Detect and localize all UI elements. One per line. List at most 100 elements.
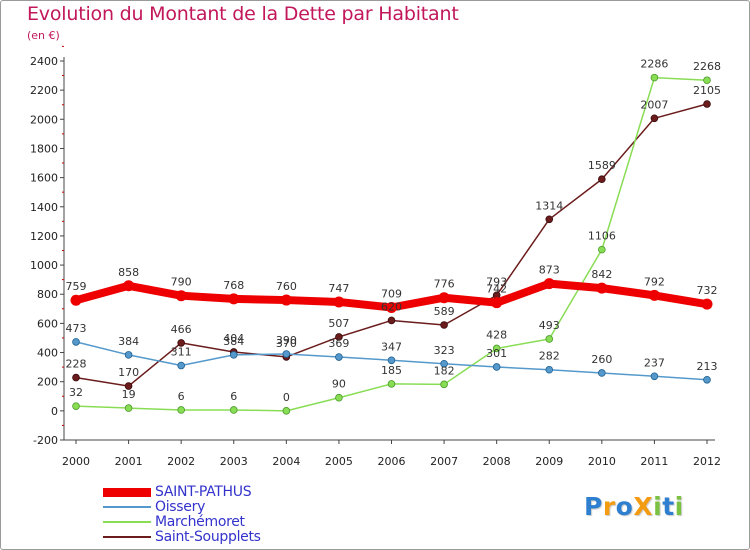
data-label-saint-soupplets: 1314 [535,199,563,212]
data-point-march-moret [282,407,291,415]
x-tick-label: 2012 [693,455,721,468]
y-tick-label: 1800 [30,142,58,155]
y-tick-label: 400 [37,347,58,360]
x-tick-label: 2001 [115,455,143,468]
logo-letter: P [584,492,603,521]
data-label-saint-soupplets: 507 [328,317,349,330]
data-label-oissery: 384 [118,335,139,348]
data-point-saint-pathus [701,298,713,310]
data-point-oissery [545,365,554,374]
y-tick-label: 1000 [30,259,58,272]
data-point-march-moret [492,344,501,353]
data-point-saint-pathus [175,290,187,302]
data-label-saint-pathus: 790 [171,276,192,289]
x-tick-label: 2003 [220,455,248,468]
data-label-saint-pathus: 747 [328,282,349,295]
legend-label: Saint-Soupplets [155,529,261,545]
data-point-saint-soupplets [335,333,343,341]
data-point-march-moret [335,393,343,402]
data-point-oissery [124,351,133,359]
data-label-march-moret: 32 [69,386,83,399]
chart-title: Evolution du Montant de la Dette par Hab… [27,3,459,25]
data-label-saint-soupplets: 1589 [588,159,616,172]
chart-subtitle: (en €) [27,29,60,42]
data-point-march-moret [440,380,448,389]
data-label-saint-soupplets: 466 [171,323,192,336]
y-tick-label: -200 [33,434,58,447]
data-point-oissery [387,356,396,365]
data-label-march-moret: 182 [434,364,455,377]
data-point-saint-soupplets [124,382,133,390]
data-label-oissery: 213 [697,360,718,373]
data-point-march-moret [229,406,238,414]
x-tick-label: 2006 [378,455,406,468]
data-label-saint-soupplets: 404 [223,332,244,345]
data-label-march-moret: 493 [539,319,560,332]
x-tick-label: 2002 [167,455,195,468]
data-label-oissery: 323 [434,344,455,357]
data-point-saint-pathus [70,294,82,306]
data-label-oissery: 260 [591,353,612,366]
data-label-saint-soupplets: 589 [434,305,455,318]
data-label-saint-pathus: 742 [486,283,507,296]
data-point-saint-pathus [123,280,135,292]
data-point-saint-pathus [438,292,450,304]
data-point-saint-pathus [333,296,345,308]
y-tick-label: 2200 [30,84,58,97]
data-label-march-moret: 2286 [640,58,668,71]
data-point-march-moret [598,245,606,254]
legend-label: Oissery [155,499,206,515]
data-label-march-moret: 6 [178,390,185,403]
data-label-saint-soupplets: 2007 [640,98,668,111]
data-point-saint-pathus [596,282,608,294]
x-tick-label: 2010 [588,455,616,468]
y-tick-label: 800 [37,288,58,301]
y-tick-label: 2400 [30,55,58,68]
data-label-oissery: 369 [328,337,349,350]
x-tick-label: 2008 [483,455,511,468]
data-label-oissery: 473 [66,322,87,335]
data-point-saint-soupplets [387,316,396,325]
data-label-saint-pathus: 709 [381,287,402,300]
data-point-oissery [335,353,343,361]
legend-swatch [103,487,151,497]
data-label-saint-pathus: 732 [697,284,718,297]
data-point-saint-soupplets [598,175,606,184]
logo-letter: i [653,492,663,521]
data-label-saint-soupplets: 170 [118,366,139,379]
data-point-saint-soupplets [177,339,185,347]
data-point-march-moret [650,73,659,82]
data-point-oissery [440,359,448,368]
y-tick-label: 200 [37,376,58,389]
x-tick-label: 2011 [640,455,668,468]
y-tick-label: 600 [37,317,58,330]
data-label-march-moret: 428 [486,328,507,341]
data-point-saint-pathus [491,297,503,309]
data-point-oissery [72,338,80,346]
data-point-saint-soupplets [72,373,80,382]
data-point-saint-pathus [386,301,397,313]
data-label-saint-pathus: 759 [66,280,87,293]
y-tick-label: 1400 [30,201,58,214]
data-point-oissery [229,351,238,359]
data-point-saint-pathus [543,278,555,290]
data-label-saint-soupplets: 793 [486,275,507,288]
data-point-saint-soupplets [703,100,711,108]
data-label-oissery: 384 [223,335,244,348]
data-point-oissery [650,372,659,381]
legend-swatch [103,506,151,508]
y-tick-label: 1200 [30,230,58,243]
legend-label: SAINT-PATHUS [155,484,252,500]
data-point-saint-pathus [228,293,240,305]
proxiti-logo: ProXiti [584,492,684,521]
data-label-march-moret: 1106 [588,230,616,243]
data-label-saint-soupplets: 2105 [693,84,721,97]
data-point-march-moret [387,380,396,388]
data-label-saint-soupplets: 370 [276,337,297,350]
logo-letter: r [602,492,616,521]
data-label-saint-pathus: 858 [118,266,139,279]
data-label-march-moret: 90 [332,378,346,391]
data-label-march-moret: 185 [381,364,402,377]
legend-label: Marchémoret [155,514,245,530]
